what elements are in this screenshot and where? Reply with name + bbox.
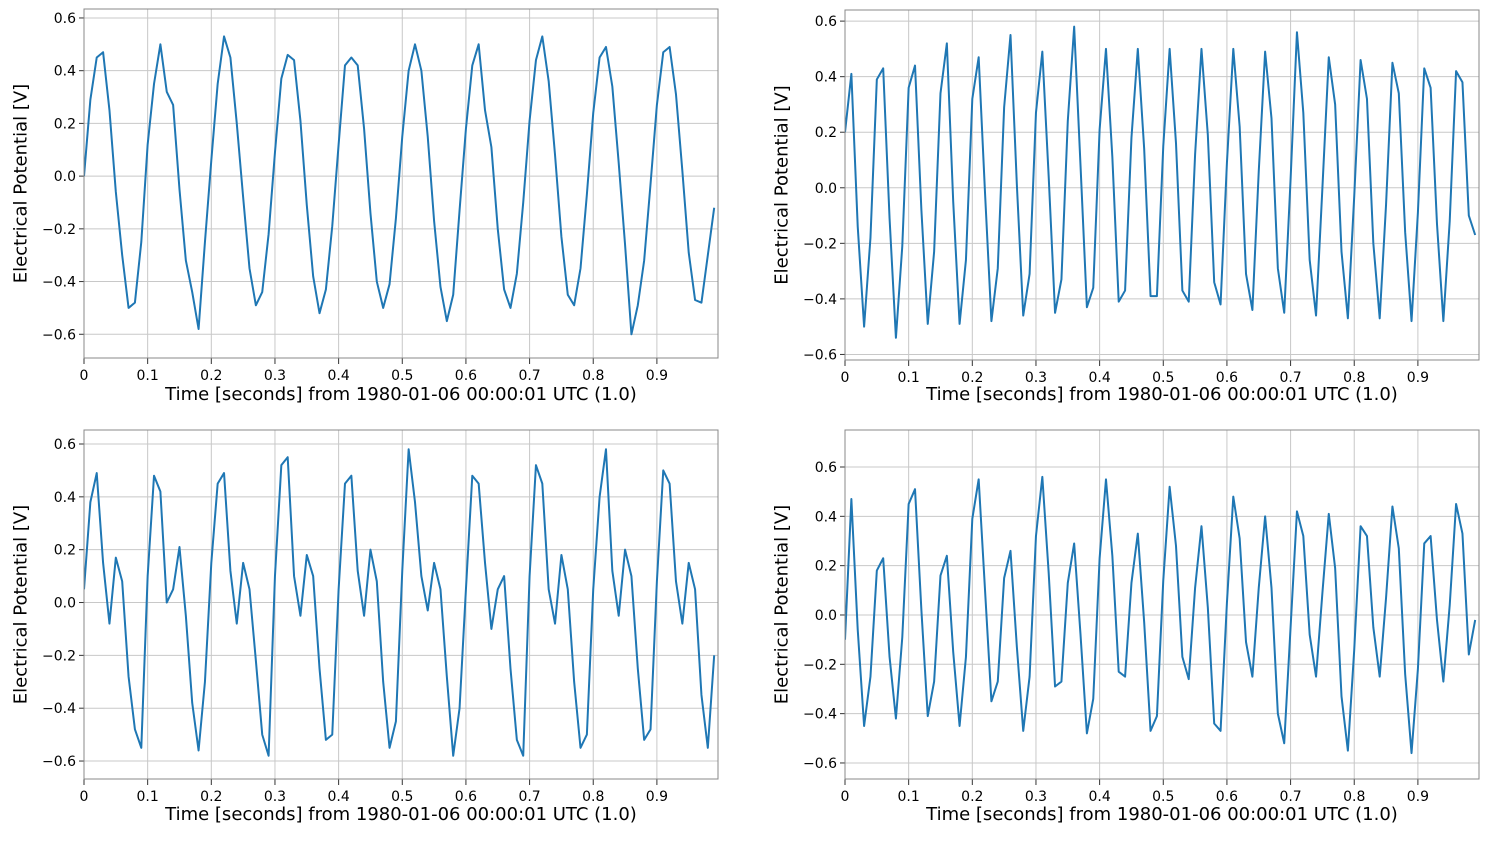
- x-tick-label: 0.4: [327, 368, 349, 384]
- x-tick-label: 0.1: [137, 368, 159, 384]
- x-tick-label: 0.9: [1407, 789, 1429, 805]
- x-tick-label: 0.3: [1025, 789, 1047, 805]
- x-tick-label: 0: [841, 789, 850, 805]
- x-tick-label: 0: [841, 370, 850, 386]
- x-tick-label: 0.4: [1088, 789, 1110, 805]
- y-tick-label: 0.2: [54, 116, 76, 132]
- x-tick-label: 0: [80, 789, 89, 805]
- axes-frame: [83, 8, 719, 359]
- y-axis-label: Electrical Potential [V]: [10, 505, 31, 704]
- x-tick-label: 0.2: [961, 370, 983, 386]
- x-tick-label: 0.8: [582, 368, 604, 384]
- y-tick-label: −0.6: [803, 756, 837, 772]
- y-tick-label: −0.2: [803, 236, 837, 252]
- x-axis-label: Time [seconds] from 1980-01-06 00:00:01 …: [925, 384, 1398, 405]
- y-tick-label: 0.0: [54, 596, 76, 612]
- x-tick-label: 0.1: [898, 370, 920, 386]
- y-tick-label: 0.4: [815, 509, 837, 525]
- x-tick-label: 0.5: [391, 789, 413, 805]
- data-line: [845, 475, 1477, 755]
- x-tick-label: 0.7: [518, 368, 540, 384]
- x-tick-label: 0.5: [1152, 789, 1174, 805]
- x-tick-label: 0.2: [961, 789, 983, 805]
- subplot: −0.6 −0.4 −0.2 0.0 0.2 0.4 0.6 0 0.1 0.2 0.3 0.4 0.5…: [10, 429, 719, 825]
- axes-frame: [844, 9, 1480, 361]
- data-line: [845, 25, 1477, 339]
- subplot: −0.6 −0.4 −0.2 0.0 0.2 0.4 0.6 0 0.1 0.2 0.3 0.4 0.5…: [10, 8, 719, 405]
- x-tick-label: 0.3: [264, 368, 286, 384]
- x-tick-label: 0.5: [391, 368, 413, 384]
- y-tick-label: −0.2: [803, 657, 837, 673]
- x-tick-label: 0.2: [200, 368, 222, 384]
- y-tick-label: 0.4: [54, 64, 76, 80]
- x-tick-label: 0.6: [1216, 789, 1238, 805]
- plot-area: [845, 475, 1477, 755]
- y-tick-label: −0.2: [42, 222, 76, 238]
- x-tick-label: 0.8: [582, 789, 604, 805]
- y-tick-label: −0.2: [42, 648, 76, 664]
- x-tick-label: 0.6: [455, 368, 477, 384]
- x-tick-label: 0.3: [264, 789, 286, 805]
- axes-frame: [83, 429, 719, 780]
- x-tick-label: 0.4: [327, 789, 349, 805]
- data-line: [84, 448, 716, 757]
- subplot: −0.6 −0.4 −0.2 0.0 0.2 0.4 0.6 0 0.1 0.2 0.3 0.4 0.5…: [771, 9, 1480, 405]
- y-tick-label: −0.6: [42, 754, 76, 770]
- y-tick-label: 0.4: [815, 70, 837, 86]
- x-tick-label: 0.5: [1152, 370, 1174, 386]
- x-tick-label: 0.2: [200, 789, 222, 805]
- x-tick-label: 0.1: [898, 789, 920, 805]
- y-axis-label: Electrical Potential [V]: [771, 505, 792, 704]
- x-tick-label: 0.7: [1279, 370, 1301, 386]
- y-axis-label: Electrical Potential [V]: [10, 84, 31, 283]
- x-tick-label: 0: [80, 368, 89, 384]
- x-tick-label: 0.4: [1088, 370, 1110, 386]
- y-tick-label: −0.4: [803, 292, 837, 308]
- y-tick-label: 0.6: [815, 460, 837, 476]
- x-tick-label: 0.9: [646, 789, 668, 805]
- y-tick-label: 0.0: [815, 608, 837, 624]
- x-tick-label: 0.1: [137, 789, 159, 805]
- y-tick-label: 0.0: [54, 169, 76, 185]
- axes-frame: [844, 429, 1480, 780]
- x-tick-label: 0.8: [1343, 789, 1365, 805]
- y-tick-label: 0.6: [54, 11, 76, 27]
- subplot: −0.6 −0.4 −0.2 0.0 0.2 0.4 0.6 0 0.1 0.2 0.3 0.4 0.5…: [771, 429, 1480, 825]
- x-tick-label: 0.8: [1343, 370, 1365, 386]
- y-tick-label: −0.4: [42, 275, 76, 291]
- x-tick-label: 0.6: [455, 789, 477, 805]
- y-tick-label: 0.2: [815, 559, 837, 575]
- y-tick-label: 0.0: [815, 181, 837, 197]
- y-tick-label: 0.4: [54, 490, 76, 506]
- x-tick-label: 0.9: [1407, 370, 1429, 386]
- x-tick-label: 0.6: [1216, 370, 1238, 386]
- x-axis-label: Time [seconds] from 1980-01-06 00:00:01 …: [164, 804, 637, 825]
- x-tick-label: 0.7: [518, 789, 540, 805]
- x-axis-label: Time [seconds] from 1980-01-06 00:00:01 …: [925, 804, 1398, 825]
- y-tick-label: −0.4: [803, 707, 837, 723]
- y-tick-label: 0.2: [54, 543, 76, 559]
- data-line: [84, 35, 716, 336]
- plot-area: [84, 35, 716, 336]
- y-tick-label: 0.2: [815, 125, 837, 141]
- y-axis-label: Electrical Potential [V]: [771, 85, 792, 284]
- y-tick-label: 0.6: [54, 437, 76, 453]
- y-tick-label: −0.4: [42, 701, 76, 717]
- plot-area: [845, 25, 1477, 339]
- y-tick-label: −0.6: [803, 347, 837, 363]
- y-tick-label: −0.6: [42, 327, 76, 343]
- x-tick-label: 0.9: [646, 368, 668, 384]
- x-tick-label: 0.3: [1025, 370, 1047, 386]
- plot-area: [84, 448, 716, 757]
- x-axis-label: Time [seconds] from 1980-01-06 00:00:01 …: [164, 384, 637, 405]
- y-tick-label: 0.6: [815, 14, 837, 30]
- x-tick-label: 0.7: [1279, 789, 1301, 805]
